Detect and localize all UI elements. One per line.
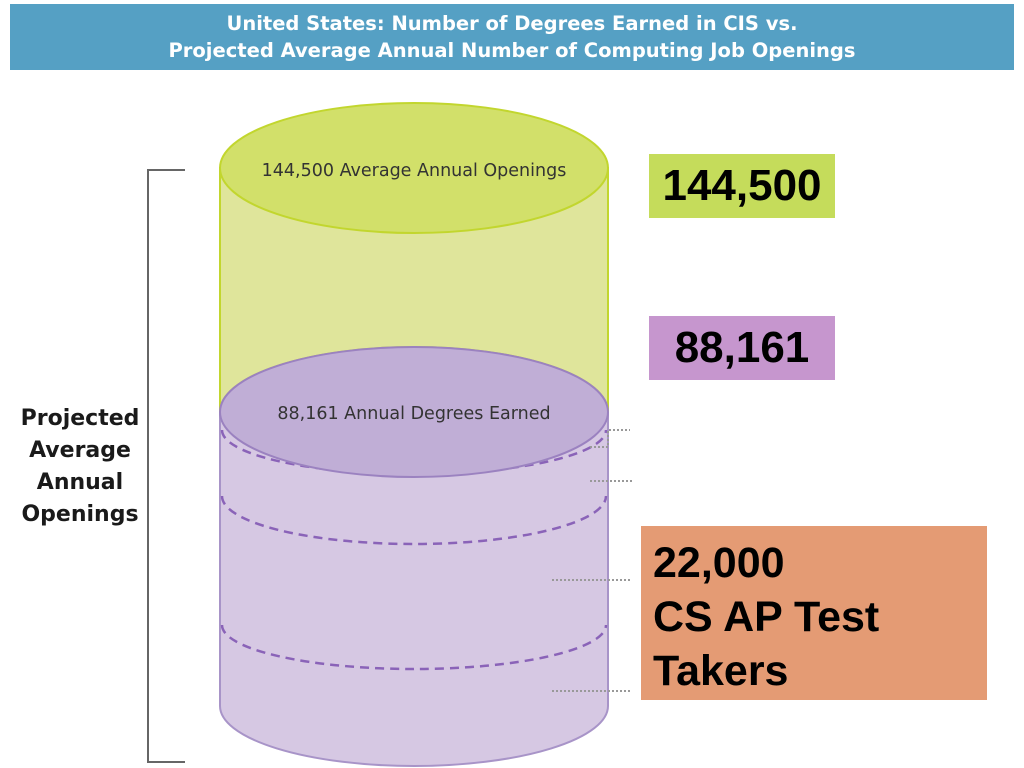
degrees-cylinder-body — [219, 411, 609, 767]
openings-ellipse — [219, 102, 609, 234]
title-banner: United States: Number of Degrees Earned … — [10, 4, 1014, 70]
dashed-band-3 — [220, 624, 608, 671]
bracket-label-line-2: Average — [29, 438, 131, 463]
title-line-2: Projected Average Annual Number of Compu… — [168, 39, 856, 62]
openings-box-bg — [649, 154, 835, 218]
degrees-ellipse-label: 88,161 Annual Degrees Earned — [277, 404, 550, 424]
leader-lines — [552, 429, 632, 692]
degrees-value-box: 88,161 — [674, 323, 810, 372]
bracket-label-line-3: Annual — [36, 470, 124, 495]
openings-ellipse-label: 144,500 Average Annual Openings — [262, 161, 567, 181]
title-line-1: United States: Number of Degrees Earned … — [226, 12, 798, 35]
bracket-label-line-1: Projected — [20, 406, 140, 431]
bracket-label: Projected Average Annual Openings — [6, 403, 154, 531]
degrees-ellipse — [219, 346, 609, 478]
openings-bracket — [147, 169, 185, 763]
ap-takers-label-2: Takers — [653, 647, 789, 695]
ap-takers-label-1: CS AP Test — [653, 593, 880, 641]
bracket-label-line-4: Openings — [21, 502, 139, 527]
title-banner-bg — [10, 4, 1014, 70]
ap-takers-box: 22,000 CS AP Test Takers — [641, 526, 987, 700]
ap-takers-count: 22,000 — [653, 539, 785, 587]
ap-box-bg — [641, 526, 987, 700]
openings-value-box: 144,500 — [662, 161, 822, 210]
degrees-box-bg — [649, 316, 835, 380]
dashed-band-2 — [220, 495, 608, 546]
